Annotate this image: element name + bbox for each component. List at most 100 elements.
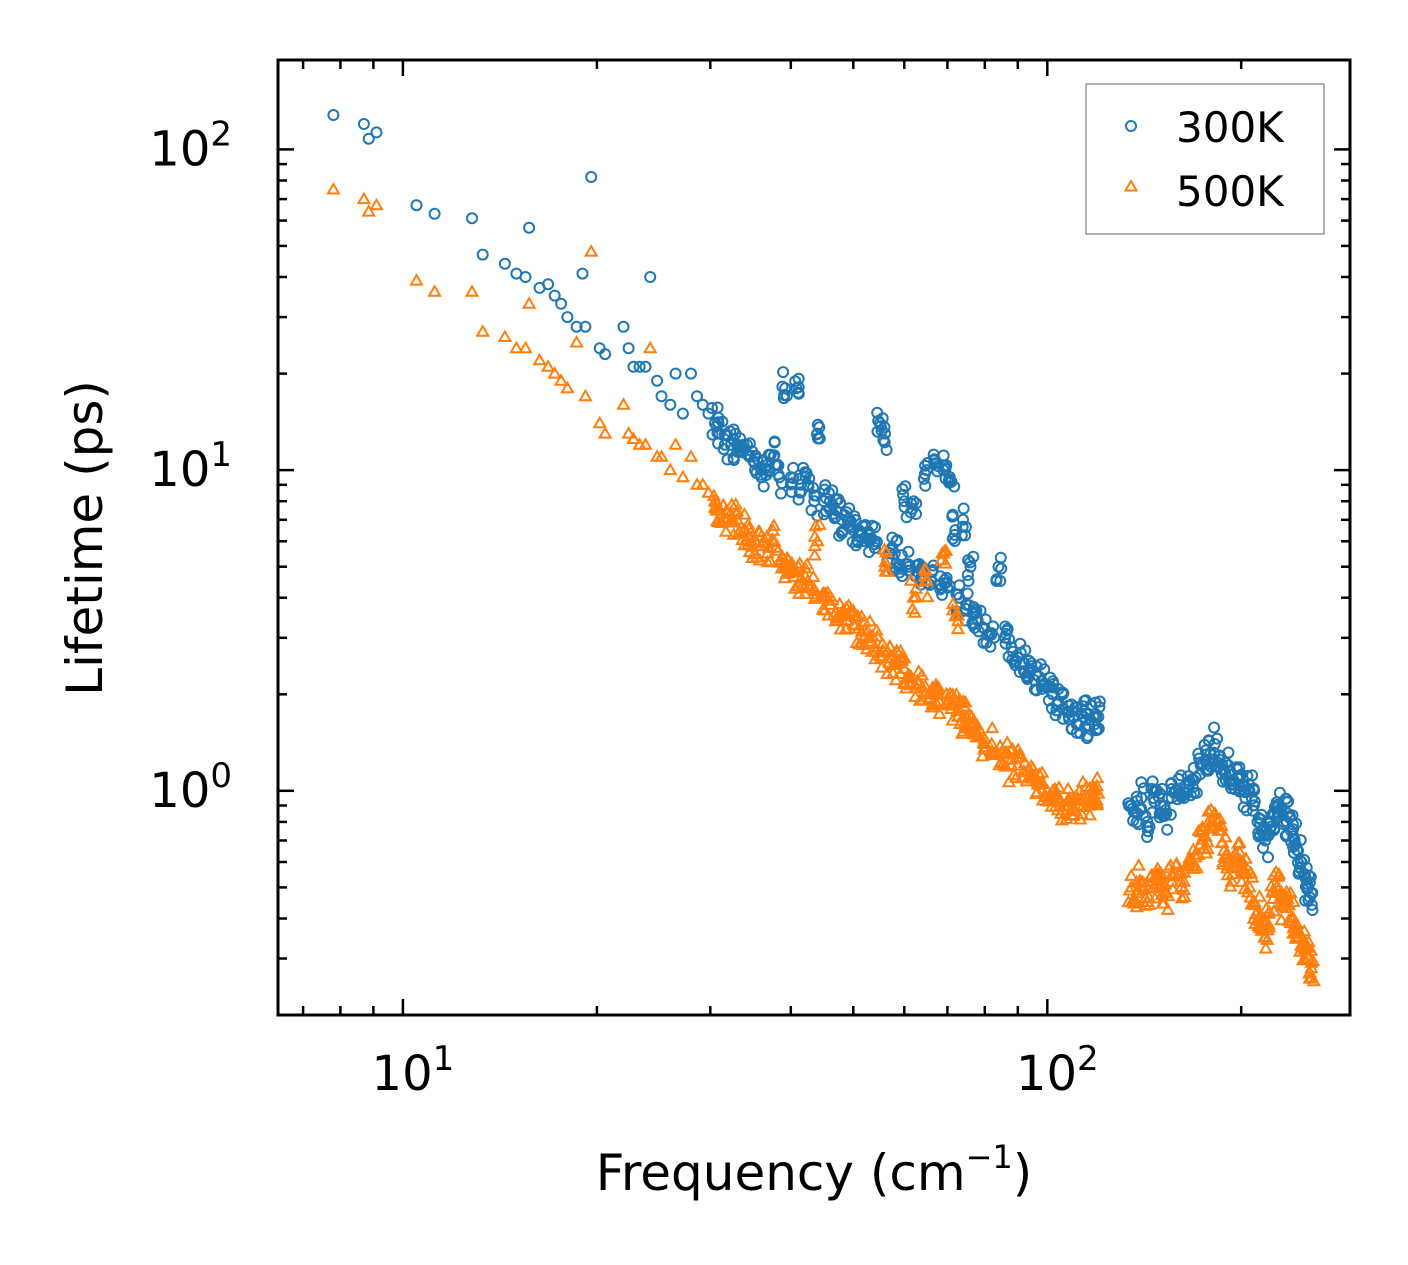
point-500K-152-3 (1305, 953, 1321, 966)
point-500K-8 (497, 329, 513, 342)
point-500K-134-3 (1238, 851, 1254, 864)
point-300K-98-4 (1023, 654, 1036, 667)
point-300K-88-5 (962, 554, 975, 567)
point-500K-80-4 (938, 556, 953, 569)
point-500K-46-4 (761, 540, 777, 553)
point-500K-99-1 (1034, 765, 1050, 778)
point-500K-125-4 (1197, 828, 1212, 841)
point-500K-72-5 (900, 668, 915, 682)
point-500K-31 (668, 437, 683, 450)
point-500K-79-2 (932, 706, 947, 719)
point-500K-61-2 (843, 604, 858, 618)
point-300K-149-5 (1289, 838, 1302, 851)
point-500K-136-5 (1244, 897, 1259, 910)
point-500K-91-3 (984, 720, 1000, 734)
point-500K-52-3 (795, 576, 811, 589)
point-500K-15 (553, 373, 569, 386)
point-300K-114-5 (1137, 782, 1150, 795)
point-300K-72-1 (896, 483, 909, 496)
point-500K-7 (475, 324, 490, 337)
point-500K-73-3 (907, 605, 923, 618)
point-300K-145-5 (1275, 803, 1288, 816)
point-500K-126-2 (1201, 804, 1216, 817)
point-300K-53-5 (792, 493, 805, 506)
point-500K-55-5 (807, 538, 823, 552)
point-500K-35 (695, 477, 711, 490)
point-500K-5 (427, 284, 442, 297)
point-300K-32 (669, 367, 682, 380)
point-500K-83-2 (950, 621, 966, 635)
point-500K-139-3 (1260, 932, 1275, 945)
point-300K-66-4 (869, 521, 881, 534)
point-300K-93-5 (994, 551, 1007, 564)
point-500K-96-5 (1015, 765, 1030, 778)
point-500K-54-3 (806, 569, 821, 582)
point-500K-83-5 (950, 613, 966, 627)
point-300K-139-2 (1257, 841, 1269, 854)
point-300K-139-4 (1255, 808, 1268, 821)
point-500K-1 (356, 191, 372, 205)
point-300K-149-4 (1291, 843, 1304, 856)
point-300K-111-1 (1093, 701, 1106, 713)
point-300K-128-3 (1211, 732, 1224, 745)
point-300K-47-3 (760, 469, 773, 481)
point-300K-53-4 (793, 486, 806, 499)
point-500K-121-5 (1174, 879, 1189, 892)
y-tick-label-0: 100 (149, 756, 232, 819)
point-500K-151-1 (1298, 936, 1313, 950)
point-300K-115-3 (1139, 809, 1152, 822)
point-500K-53-1 (798, 568, 813, 582)
point-300K-49-5 (771, 458, 783, 471)
point-500K-76-4 (920, 589, 935, 603)
point-300K-102-5 (1046, 675, 1059, 688)
point-300K-111-4 (1093, 695, 1106, 708)
point-500K-56-4 (815, 588, 831, 602)
point-500K-114-5 (1142, 897, 1157, 910)
point-300K-1 (357, 118, 370, 130)
point-500K-42-1 (737, 507, 752, 520)
point-300K-68-5 (878, 436, 891, 449)
point-500K-96-4 (1017, 755, 1033, 768)
point-300K-89-1 (967, 601, 980, 614)
point-500K-152-5 (1304, 970, 1319, 983)
point-300K-16 (570, 320, 583, 333)
point-500K-48-3 (770, 543, 786, 556)
point-500K-120-2 (1169, 856, 1184, 869)
point-500K-29 (654, 449, 669, 462)
point-300K-27 (639, 360, 652, 373)
point-300K-39-5 (712, 416, 725, 429)
point-500K-110-3 (1089, 793, 1104, 806)
point-500K-64-4 (860, 623, 875, 637)
point-300K-77-1 (917, 472, 930, 485)
point-300K-39-3 (716, 415, 729, 428)
legend-circle-marker (1125, 120, 1137, 132)
point-500K-46-5 (762, 553, 778, 567)
point-500K-131-5 (1224, 874, 1240, 887)
data-points (326, 109, 1322, 987)
point-500K-4 (409, 273, 424, 286)
legend: 300K 500K (1085, 83, 1325, 235)
point-300K-136-4 (1242, 783, 1255, 796)
point-500K-121-2 (1174, 890, 1190, 904)
point-500K-107-2 (1074, 806, 1090, 820)
point-300K-95-1 (1003, 633, 1016, 646)
point-500K-86-3 (958, 694, 973, 708)
point-500K-12 (532, 352, 547, 366)
point-500K-146-2 (1281, 897, 1297, 911)
point-500K-84-2 (949, 687, 964, 700)
point-500K-150-2 (1298, 952, 1313, 965)
point-300K-86-5 (959, 521, 972, 533)
point-500K-76-5 (918, 563, 933, 576)
point-500K-123-5 (1186, 858, 1202, 871)
point-500K-69-4 (885, 665, 901, 679)
point-300K-31 (664, 398, 677, 411)
point-300K-2 (362, 132, 375, 145)
point-300K-20 (523, 221, 536, 234)
point-500K-47-4 (765, 523, 781, 536)
point-300K-124-2 (1186, 781, 1199, 794)
point-300K-115-5 (1141, 820, 1154, 833)
point-300K-140-2 (1262, 851, 1274, 864)
point-300K-51-3 (792, 381, 805, 394)
point-500K-118-2 (1156, 896, 1172, 909)
point-300K-0 (327, 109, 340, 121)
